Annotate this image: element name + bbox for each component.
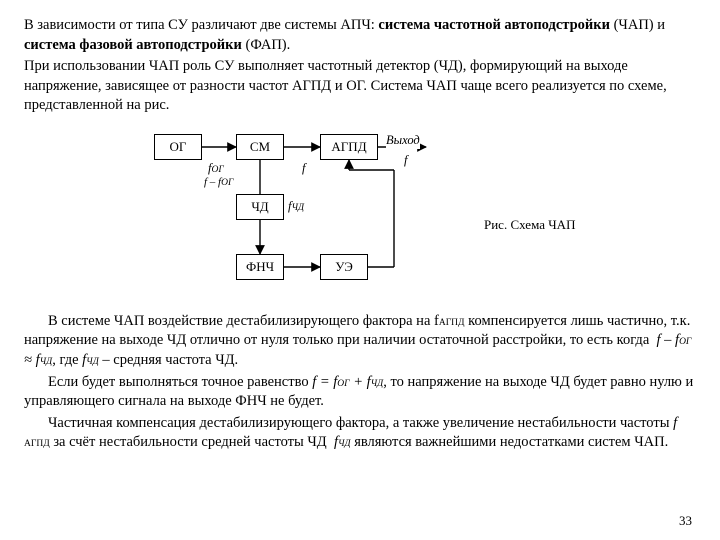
text: Частичная компенсация дестабилизирующего…: [48, 415, 673, 431]
text: В системе ЧАП воздействие дестабилизирую…: [48, 313, 439, 329]
formula: f = f: [312, 374, 337, 390]
text: В зависимости от типа СУ различают две с…: [24, 17, 378, 33]
subscript: ЧД: [40, 357, 53, 367]
text: Если будет выполняться точное равенство: [48, 374, 312, 390]
block-fnch: ФНЧ: [236, 254, 284, 280]
block-agpd: АГПД: [320, 134, 378, 160]
paragraph-3: В системе ЧАП воздействие дестабилизирую…: [24, 312, 696, 371]
label-f: f: [302, 160, 305, 177]
subscript: ЧД: [371, 379, 384, 389]
paragraph-5: Частичная компенсация дестабилизирующего…: [24, 414, 696, 453]
text: При использовании ЧАП роль СУ выполняет …: [24, 58, 670, 113]
block-ue: УЭ: [320, 254, 368, 280]
diagram: ОГСМАГПДЧДФНЧУЭ fОГf – fОГffЧДВыходf Рис…: [24, 126, 696, 306]
formula: f – f: [657, 332, 680, 348]
text: являются важнейшими недостатками систем …: [351, 434, 669, 450]
bold-term: система частотной автоподстройки: [378, 17, 610, 33]
bold-term: система фазовой автоподстройки: [24, 37, 242, 53]
subscript: ОГ: [679, 337, 691, 347]
block-og: ОГ: [154, 134, 202, 160]
subscript: АГПД: [439, 318, 465, 328]
block-sm: СМ: [236, 134, 284, 160]
body-text-2: В системе ЧАП воздействие дестабилизирую…: [24, 312, 696, 453]
subscript: ЧД: [338, 439, 351, 449]
subscript: ЧД: [86, 357, 99, 367]
label-fchd: fЧД: [288, 198, 304, 215]
page-number: 33: [679, 512, 692, 530]
text: (ФАП).: [242, 37, 290, 53]
subscript: АГПД: [24, 439, 50, 449]
text: (ЧАП) и: [610, 17, 669, 33]
body-text: В зависимости от типа СУ различают две с…: [24, 16, 696, 116]
text: , где: [52, 352, 82, 368]
subscript: ОГ: [337, 379, 349, 389]
label-fout: f: [404, 152, 407, 169]
diagram-caption: Рис. Схема ЧАП: [484, 216, 575, 234]
formula: f: [673, 415, 681, 431]
block-chd: ЧД: [236, 194, 284, 220]
text: – средняя частота ЧД.: [99, 352, 238, 368]
label-vyhod: Выход: [386, 132, 420, 149]
text: за счёт нестабильности средней частоты Ч…: [50, 434, 334, 450]
paragraph-2: При использовании ЧАП роль СУ выполняет …: [24, 57, 696, 116]
paragraph-4: Если будет выполняться точное равенство …: [24, 373, 696, 412]
formula: + f: [350, 374, 371, 390]
label-ffog: f – fОГ: [204, 175, 233, 190]
paragraph-1: В зависимости от типа СУ различают две с…: [24, 16, 696, 55]
